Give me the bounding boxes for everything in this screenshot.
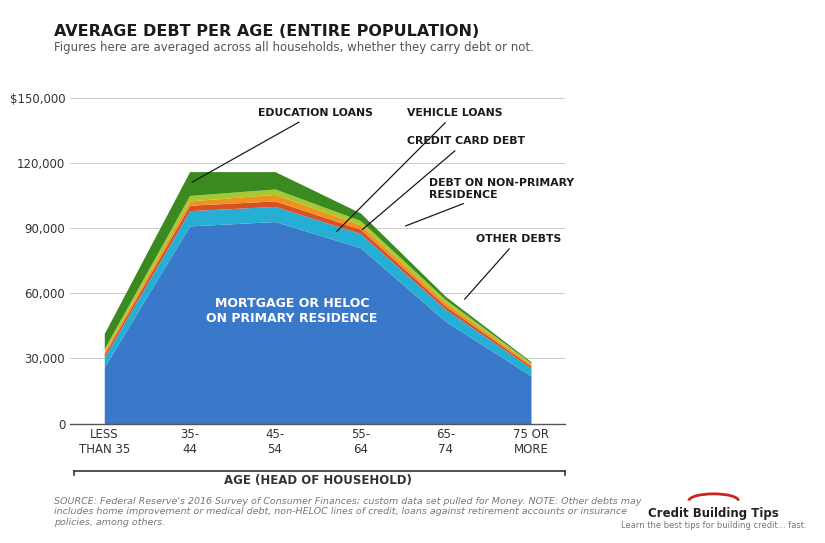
- Text: MORTGAGE OR HELOC
ON PRIMARY RESIDENCE: MORTGAGE OR HELOC ON PRIMARY RESIDENCE: [206, 296, 378, 325]
- Text: CREDIT CARD DEBT: CREDIT CARD DEBT: [362, 136, 526, 230]
- Text: DEBT ON NON-PRIMARY
RESIDENCE: DEBT ON NON-PRIMARY RESIDENCE: [406, 178, 573, 226]
- Text: VEHICLE LOANS: VEHICLE LOANS: [337, 108, 502, 231]
- Text: Learn the best tips for building credit... fast.: Learn the best tips for building credit.…: [620, 521, 807, 530]
- Text: Figures here are averaged across all households, whether they carry debt or not.: Figures here are averaged across all hou…: [54, 41, 534, 54]
- Text: OTHER DEBTS: OTHER DEBTS: [464, 234, 561, 299]
- Text: Credit Building Tips: Credit Building Tips: [648, 507, 779, 520]
- Text: AGE (HEAD OF HOUSEHOLD): AGE (HEAD OF HOUSEHOLD): [224, 474, 412, 487]
- Text: EDUCATION LOANS: EDUCATION LOANS: [192, 108, 373, 182]
- Text: SOURCE: Federal Reserve's 2016 Survey of Consumer Finances; custom data set pull: SOURCE: Federal Reserve's 2016 Survey of…: [54, 497, 641, 527]
- Text: AVERAGE DEBT PER AGE (ENTIRE POPULATION): AVERAGE DEBT PER AGE (ENTIRE POPULATION): [54, 24, 478, 40]
